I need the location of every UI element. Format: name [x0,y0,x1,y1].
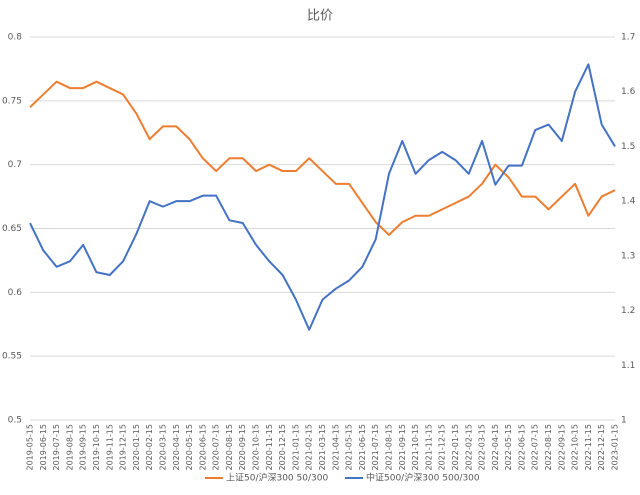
legend-label: 上证50/沪深300 50/300 [226,472,328,484]
x-tick-label: 2021-11-15 [424,424,433,471]
x-tick-label: 2021-02-15 [305,424,314,471]
x-tick-label: 2019-08-15 [65,424,74,471]
x-tick-label: 2022-03-15 [478,424,487,471]
y2-tick-label: 1.6 [621,87,636,97]
x-tick-label: 2022-02-15 [464,424,473,471]
x-tick-label: 2023-01-15 [611,424,620,471]
x-tick-label: 2020-04-15 [172,424,181,471]
legend-label: 中证500/沪深300 500/300 [366,472,480,484]
x-tick-label: 2021-03-15 [318,424,327,471]
chart-title: 比价 [307,9,333,24]
series-line [29,63,616,331]
x-tick-label: 2022-05-15 [504,424,513,471]
x-tick-label: 2022-08-15 [544,424,553,471]
y2-tick-label: 1.4 [621,197,636,207]
x-tick-label: 2022-10-15 [571,424,580,471]
y-tick-label: 0.5 [8,416,22,426]
x-tick-label: 2021-04-15 [331,424,340,471]
y2-tick-label: 1.2 [621,306,635,316]
x-tick-label: 2022-07-15 [531,424,540,471]
x-tick-label: 2021-12-15 [438,424,447,471]
x-tick-label: 2020-03-15 [158,424,167,471]
x-tick-label: 2021-10-15 [411,424,420,471]
x-tick-label: 2019-05-15 [26,424,35,471]
x-tick-label: 2020-02-15 [145,424,154,471]
x-tick-label: 2020-06-15 [198,424,207,471]
y-tick-label: 0.7 [8,160,22,170]
y2-tick-label: 1.5 [621,142,635,152]
x-tick-label: 2022-01-15 [451,424,460,471]
y-tick-label: 0.65 [2,224,22,234]
x-tick-label: 2020-01-15 [132,424,141,471]
x-tick-label: 2020-08-15 [225,424,234,471]
x-tick-label: 2022-11-15 [584,424,593,471]
x-tick-label: 2022-06-15 [517,424,526,471]
x-tick-label: 2019-07-15 [52,424,61,471]
y2-tick-label: 1.1 [621,361,635,371]
x-tick-label: 2020-09-15 [238,424,247,471]
x-tick-label: 2021-01-15 [291,424,300,471]
x-tick-label: 2019-10-15 [92,424,101,471]
x-tick-label: 2022-12-15 [597,424,606,471]
x-tick-label: 2022-09-15 [557,424,566,471]
x-tick-label: 2020-10-15 [252,424,261,471]
x-tick-label: 2022-04-15 [491,424,500,471]
y-tick-label: 0.6 [8,288,23,298]
y2-tick-label: 1 [621,416,627,426]
x-tick-label: 2020-05-15 [185,424,194,471]
x-tick-label: 2021-05-15 [345,424,354,471]
x-tick-label: 2021-06-15 [358,424,367,471]
x-tick-label: 2019-11-15 [105,424,114,471]
x-tick-label: 2021-07-15 [371,424,380,471]
y-tick-label: 0.8 [8,33,23,43]
y-tick-label: 0.55 [2,352,22,362]
x-tick-label: 2020-12-15 [278,424,287,471]
y2-tick-label: 1.3 [621,251,635,261]
x-tick-label: 2021-09-15 [398,424,407,471]
y2-tick-label: 1.7 [621,33,635,43]
x-tick-label: 2020-07-15 [212,424,221,471]
x-tick-label: 2021-08-15 [384,424,393,471]
x-tick-label: 2020-11-15 [265,424,274,471]
series-line [29,80,616,236]
y-tick-label: 0.75 [2,96,22,106]
x-tick-label: 2019-06-15 [39,424,48,471]
x-tick-label: 2019-09-15 [79,424,88,471]
x-tick-label: 2019-12-15 [119,424,128,471]
